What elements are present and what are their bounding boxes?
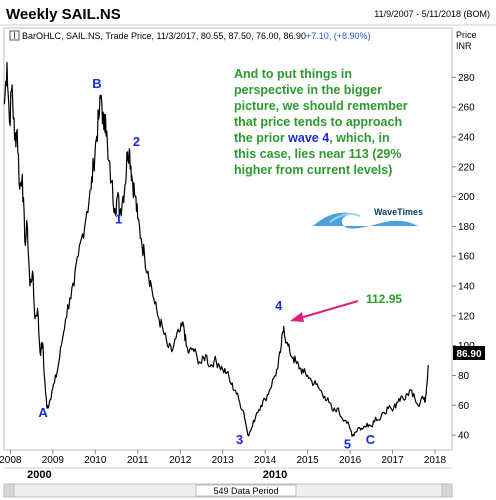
y-unit-price: Price [456,30,477,40]
footer-scroll-left[interactable] [3,483,15,498]
y-tick-label: 160 [458,252,475,263]
annotation-line: the prior wave 4, which, in [234,131,390,145]
y-tick-label: 280 [458,73,475,84]
wave-label: A [38,405,48,420]
target-arrow: 112.95 [290,292,402,322]
last-price-tag: 86.90 [453,346,485,360]
y-tick-label: 60 [458,401,470,412]
wave-label: B [92,76,101,91]
x-tick-label: 2013 [212,455,235,466]
x-tick-label: 2018 [424,455,447,466]
annotation-line: that price tends to approach [234,115,402,129]
wave-label: C [366,432,376,447]
y-tick-label: 120 [458,311,475,322]
wavetimes-logo: WaveTimes [313,207,423,229]
arrow-head [290,312,304,322]
price-layer [3,61,429,437]
footer-period-box [195,484,297,497]
annotation-span: , which, in [329,131,389,145]
logo-text: WaveTimes [374,207,423,217]
footer-scroll-right[interactable] [441,483,453,498]
wave-label: 3 [236,432,243,447]
arrow-label: 112.95 [366,292,402,306]
wave-label: 1 [115,211,122,226]
legend-prefix: BarOHLC, SAIL.NS, Trade Price, 11/3/2017… [22,31,306,41]
y-unit-inr: INR [456,41,472,51]
y-tick-label: 40 [458,431,470,442]
legend-text: BarOHLC, SAIL.NS, Trade Price, 11/3/2017… [22,31,371,41]
x-tick-label: 2017 [381,455,404,466]
legend: BarOHLC, SAIL.NS, Trade Price, 11/3/2017… [9,30,371,41]
x-tick-label: 2012 [169,455,192,466]
y-tick-label: 240 [458,132,475,143]
legend-change: +7.10, (+8.90%) [306,31,371,41]
x-decade-label: 2010 [263,469,287,481]
x-tick-label: 2008 [0,455,22,466]
y-tick-label: 140 [458,282,475,293]
wave-labels: A B 1 2 3 4 5 C [38,76,375,452]
logo-wave-crest [329,213,361,223]
annotation-span: the prior [234,131,288,145]
legend-icon [9,30,20,41]
wave-label: 5 [344,437,351,452]
arrow-shaft [299,300,359,319]
annotation-line: perspective in the bigger [234,83,382,97]
annotation-line: And to put things in [234,67,352,81]
price-line [3,61,429,437]
y-tick-label: 180 [458,222,475,233]
wave-label: 2 [133,134,140,149]
y-tick-label: 200 [458,192,475,203]
x-tick-label: 2016 [339,455,362,466]
annotation-wave4: wave 4 [287,131,329,145]
date-range: 11/9/2007 - 5/11/2018 (BOM) [374,9,490,19]
y-tick-label: 220 [458,162,475,173]
y-tick-label: 80 [458,371,470,382]
x-tick-label: 2009 [42,455,65,466]
chart-title: Weekly SAIL.NS [6,6,121,23]
last-price-box [453,346,485,360]
y-tick-label: 260 [458,103,475,114]
footer-period: 549 Data Period [213,486,278,496]
wave-label: 4 [275,298,283,313]
annotation-line: this case, lies near 113 (29% [234,147,401,161]
x-tick-label: 2010 [84,455,107,466]
x-ticks: 2008 2009 2010 2011 2012 2013 2014 2015 2016 2017… [0,450,452,481]
annotation: And to put things in perspective in the b… [234,67,408,177]
annotation-line: higher from current levels) [234,163,392,177]
x-tick-label: 2011 [127,455,149,466]
x-decade-label: 2000 [27,469,51,481]
last-price-label: 86.90 [456,349,481,360]
annotation-line: picture, we should remember [234,99,408,113]
x-tick-label: 2014 [254,455,277,466]
x-tick-label: 2015 [296,455,319,466]
